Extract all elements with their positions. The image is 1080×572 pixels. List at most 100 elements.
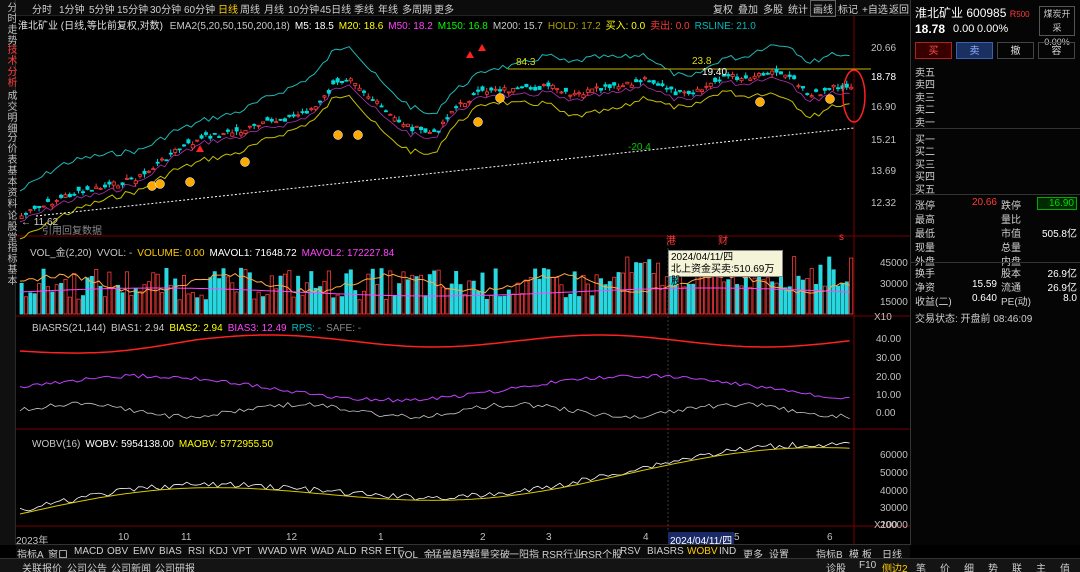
indicator-tab[interactable]: ALD (337, 546, 357, 557)
panel-tab[interactable]: 势 (988, 564, 998, 572)
indicator-tab[interactable]: VOL_金 (398, 550, 434, 561)
indicator-tab[interactable]: 设置 (769, 550, 789, 561)
status-link[interactable]: 公司公告 (67, 564, 107, 572)
add-watchlist-button[interactable]: +自选 (862, 5, 888, 16)
candle-body (186, 139, 191, 144)
panel-tab[interactable]: 细 (964, 564, 974, 572)
indicator-tab[interactable]: 更多 (743, 550, 763, 561)
indicator-tab[interactable]: RSR ETF (361, 546, 404, 557)
indicator-tab[interactable]: IND (719, 546, 737, 557)
indicator-tab[interactable]: OBV (107, 546, 129, 557)
period-tab[interactable]: 周线 (240, 5, 260, 16)
candle-body (252, 124, 257, 126)
indicator-tab[interactable]: 模 (849, 550, 859, 561)
multi-stock-button[interactable]: 多股 (763, 5, 783, 16)
indicator-tab[interactable]: RSR个股 (581, 550, 623, 561)
period-tab[interactable]: 30分钟 (150, 5, 182, 16)
tab-indicator-basic[interactable]: 指标基本 (5, 242, 16, 286)
indicator-tab[interactable]: WOBV (687, 546, 718, 557)
indicator-tab[interactable]: 猛兽趋势 (432, 550, 472, 561)
event-marker[interactable]: 财 (718, 236, 728, 247)
volume-bar (796, 275, 801, 315)
indicator-tab[interactable]: 板 (862, 550, 872, 561)
period-tab[interactable]: 45日线 (320, 5, 352, 16)
draw-line-button[interactable]: 画线 (810, 0, 836, 17)
event-marker[interactable]: s (839, 232, 844, 243)
period-tab[interactable]: 60分钟 (184, 5, 216, 16)
panel-tab[interactable]: 笔 (916, 564, 926, 572)
panel-tab[interactable]: 联 (1012, 564, 1022, 572)
high-label: 84.3 (516, 57, 536, 68)
indicator-tab[interactable]: 指标A (17, 550, 44, 561)
status-link[interactable]: 公司新闻 (111, 564, 151, 572)
candle-body (129, 177, 134, 180)
period-tab[interactable]: 更多 (434, 5, 454, 16)
period-tab-active[interactable]: 日线 (218, 5, 238, 16)
indicator-value: WOBV: 5954138.00 (85, 439, 174, 450)
indicator-value: VOLUME: 0.00 (137, 248, 205, 259)
restore-rights-button[interactable]: 复权 (713, 5, 733, 16)
indicator-tab[interactable]: KDJ (209, 546, 228, 557)
indicator-tab[interactable]: 窗口 (48, 550, 68, 561)
tooltip-text: 北上资金买卖:510.69万股 (671, 264, 775, 287)
indicator-tab[interactable]: RSV (620, 546, 641, 557)
indicator-tab[interactable]: BIAS (159, 546, 182, 557)
buy-button[interactable]: 买 (915, 42, 952, 59)
indicator-tab[interactable]: WAD (311, 546, 334, 557)
sell-button[interactable]: 卖 (956, 42, 993, 59)
period-tab[interactable]: 5分钟 (89, 5, 115, 16)
indicator-tab[interactable]: 一阳指 (509, 550, 539, 561)
period-tab[interactable]: 15分钟 (117, 5, 149, 16)
position-button[interactable]: 容 (1038, 42, 1075, 59)
chart-area[interactable]: 淮北矿业 (日线,等比前复权,对数) EMA2(5,20,50,150,200,… (16, 16, 910, 547)
tab-forum[interactable]: 论股堂 (5, 210, 16, 243)
tab-price-dist[interactable]: 分价表 (5, 132, 16, 165)
candle-body (765, 72, 770, 75)
volume-bar (247, 272, 252, 315)
status-shortcut[interactable]: 侧边2 (882, 564, 908, 572)
period-tab[interactable]: 多周期 (402, 5, 432, 16)
panel-tab[interactable]: 值 (1060, 564, 1070, 572)
period-tab[interactable]: 月线 (264, 5, 284, 16)
indicator-tab[interactable]: 超量突破 (470, 550, 510, 561)
event-marker[interactable]: 港 (666, 236, 676, 247)
indicator-tab[interactable]: RSI (188, 546, 205, 557)
status-shortcut[interactable]: F10 (859, 560, 877, 571)
overlay-button[interactable]: 叠加 (738, 5, 758, 16)
cancel-order-button[interactable]: 撤 (997, 42, 1034, 59)
period-tab[interactable]: 1分钟 (59, 5, 85, 16)
period-shortcut[interactable]: 日线 (882, 550, 902, 561)
indicator-tab[interactable]: VPT (232, 546, 252, 557)
indicator-tab[interactable]: WVAD (258, 546, 288, 557)
indicator-tab[interactable]: WR (290, 546, 307, 557)
period-tab[interactable]: 季线 (354, 5, 374, 16)
period-tab[interactable]: 年线 (378, 5, 398, 16)
candle-body (344, 79, 349, 82)
back-button[interactable]: 返回 (889, 5, 909, 16)
panel-tab[interactable]: 价 (940, 564, 950, 572)
tab-ticks[interactable]: 成交明细 (5, 90, 16, 134)
candle-body (577, 92, 582, 95)
tab-technical[interactable]: 技术分析 (5, 44, 16, 88)
indicator-tab[interactable]: 指标B (816, 550, 843, 561)
period-tab[interactable]: 分时 (32, 5, 52, 16)
concept-button[interactable]: 煤炭开采 0.00% (1039, 6, 1075, 47)
stat-value: 26.9亿 (1047, 283, 1077, 294)
indicator-tab[interactable]: EMV (133, 546, 155, 557)
indicator-tab[interactable]: BIASRS (647, 546, 684, 557)
status-link[interactable]: 公司研报 (155, 564, 195, 572)
panel-tab[interactable]: 主 (1036, 564, 1046, 572)
volume-bar (45, 286, 50, 315)
candle-body (783, 74, 788, 78)
mark-button[interactable]: 标记 (838, 5, 858, 16)
period-tab[interactable]: 10分钟 (288, 5, 320, 16)
volume-bar (515, 282, 520, 315)
chart-canvas[interactable] (16, 16, 910, 544)
indicator-tab[interactable]: MACD (74, 546, 104, 557)
status-shortcut[interactable]: 诊股 (826, 564, 846, 572)
statistics-button[interactable]: 统计 (788, 5, 808, 16)
tab-fundamentals[interactable]: 基本资料 (5, 165, 16, 209)
tab-intraday[interactable]: 分时走势 (5, 2, 16, 46)
indicator-tab[interactable]: RSR行业 (542, 550, 584, 561)
status-link[interactable]: 关联报价 (22, 564, 62, 572)
